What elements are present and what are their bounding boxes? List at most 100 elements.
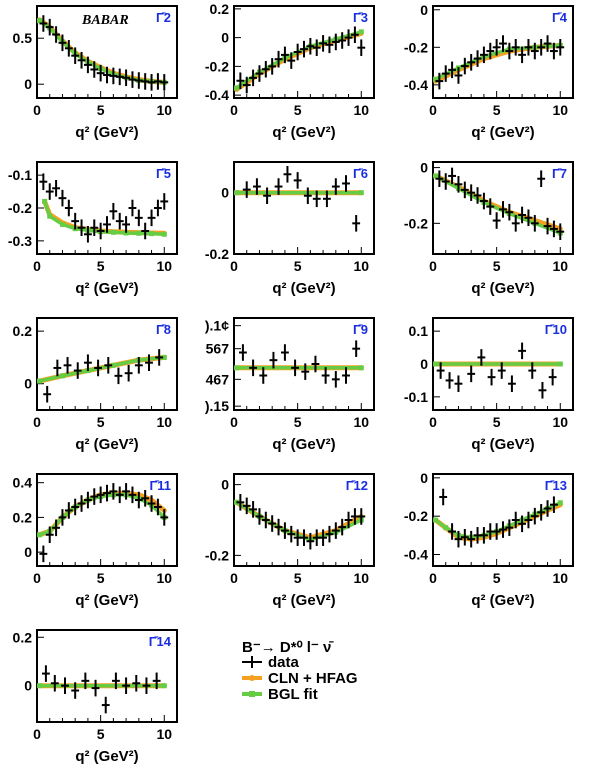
data-point [357, 39, 366, 56]
x-axis-label: q² (GeV²) [272, 124, 335, 141]
bgl-marker [37, 378, 43, 384]
legend-title: B⁻→ D*⁰ l⁻ ν̄ [242, 639, 334, 656]
data-point [280, 344, 289, 361]
data-point [460, 528, 469, 546]
data-point [467, 530, 476, 548]
data-point [505, 42, 514, 60]
data-point [274, 518, 283, 536]
panel-frame [233, 473, 375, 567]
bgl-marker [37, 683, 43, 689]
bgl-marker [110, 362, 116, 368]
data-point [249, 359, 258, 377]
data-point [61, 677, 69, 694]
data-point [439, 488, 448, 506]
legend-entry-data: data [242, 654, 300, 671]
data-point [441, 65, 450, 82]
data-point [90, 488, 99, 505]
data-point [448, 167, 457, 185]
y-tick-label: 0.4 [13, 475, 33, 491]
panel-tag: Γ̄2 [156, 10, 171, 25]
x-tick-label: 10 [353, 258, 369, 274]
data-point [252, 178, 261, 195]
data-point [556, 223, 565, 240]
data-point [58, 189, 67, 207]
data-point [83, 491, 92, 509]
data-point [81, 672, 90, 690]
y-tick-label: 0 [24, 678, 32, 694]
data-point [64, 40, 73, 57]
data-point [249, 501, 258, 518]
y-tick-label: -0.2 [404, 215, 428, 231]
y-tick-label: 0 [24, 544, 32, 560]
data-point [467, 365, 476, 383]
x-tick-label: 5 [493, 414, 501, 430]
data-point [537, 504, 546, 521]
bgl-marker [358, 29, 364, 35]
data-point [477, 349, 486, 366]
data-point [524, 39, 533, 56]
y-tick-label: 0 [420, 160, 428, 176]
data-point [103, 216, 111, 233]
data-point [280, 522, 289, 539]
data-point [261, 511, 270, 529]
data-point [543, 35, 552, 52]
x-axis-label: q² (GeV²) [75, 280, 138, 297]
data-point [311, 355, 320, 373]
data-point [238, 344, 247, 361]
data-point [287, 525, 296, 543]
bgl-marker [59, 221, 65, 227]
data-point [96, 222, 105, 240]
y-tick-label: 0 [221, 185, 229, 201]
x-tick-label: 0 [230, 414, 238, 430]
x-tick-label: 10 [353, 570, 369, 586]
bgl-marker [433, 173, 439, 179]
panel-tag: Γ̄13 [545, 478, 567, 493]
data-point [141, 490, 150, 507]
data-point [479, 527, 488, 544]
data-point [300, 529, 308, 546]
data-point [511, 511, 520, 529]
data-point [511, 39, 520, 56]
y-tick-label: 0.1 [409, 323, 429, 339]
x-tick-label: 5 [493, 102, 501, 118]
y-tick-label: 0.5 [13, 30, 33, 46]
data-point [556, 39, 565, 56]
data-point [52, 26, 61, 43]
data-point [52, 519, 61, 537]
panel-9: 0 5 10).1¢ 567 467).15 q² (GeV²) Γ̄9 [205, 317, 375, 453]
panel-5: 0 5 10 -0.3 -0.2 -0.1 q² (GeV²) Γ̄5 [8, 161, 178, 297]
data-point [486, 198, 495, 215]
x-axis-label: q² (GeV²) [75, 748, 138, 765]
x-tick-label: 0 [230, 570, 238, 586]
data-point [518, 342, 527, 360]
data-point [103, 484, 111, 502]
bgl-marker [443, 525, 449, 531]
x-tick-label: 10 [552, 102, 568, 118]
data-point [58, 509, 67, 526]
bgl-marker [47, 213, 53, 219]
bgl-marker [161, 231, 167, 237]
data-point [141, 222, 150, 240]
data-point [338, 518, 347, 536]
bgl-marker [234, 85, 240, 91]
data-point [109, 483, 118, 500]
data-point [90, 61, 99, 78]
data-point [454, 67, 463, 84]
data-point [319, 529, 328, 546]
data-point [467, 184, 476, 201]
bgl-marker [110, 229, 116, 235]
data-point [293, 172, 302, 189]
data-point [90, 219, 99, 236]
bgl-marker [149, 231, 155, 237]
x-tick-label: 0 [33, 414, 41, 430]
data-point [83, 354, 92, 371]
data-point [518, 206, 527, 224]
panel-frame [36, 5, 178, 99]
x-tick-label: 10 [156, 258, 172, 274]
data-point [518, 515, 527, 533]
data-point [236, 494, 245, 511]
panel-tag: Γ̄5 [156, 166, 171, 181]
panel-tag: Γ̄3 [353, 10, 368, 25]
data-point [473, 50, 482, 67]
